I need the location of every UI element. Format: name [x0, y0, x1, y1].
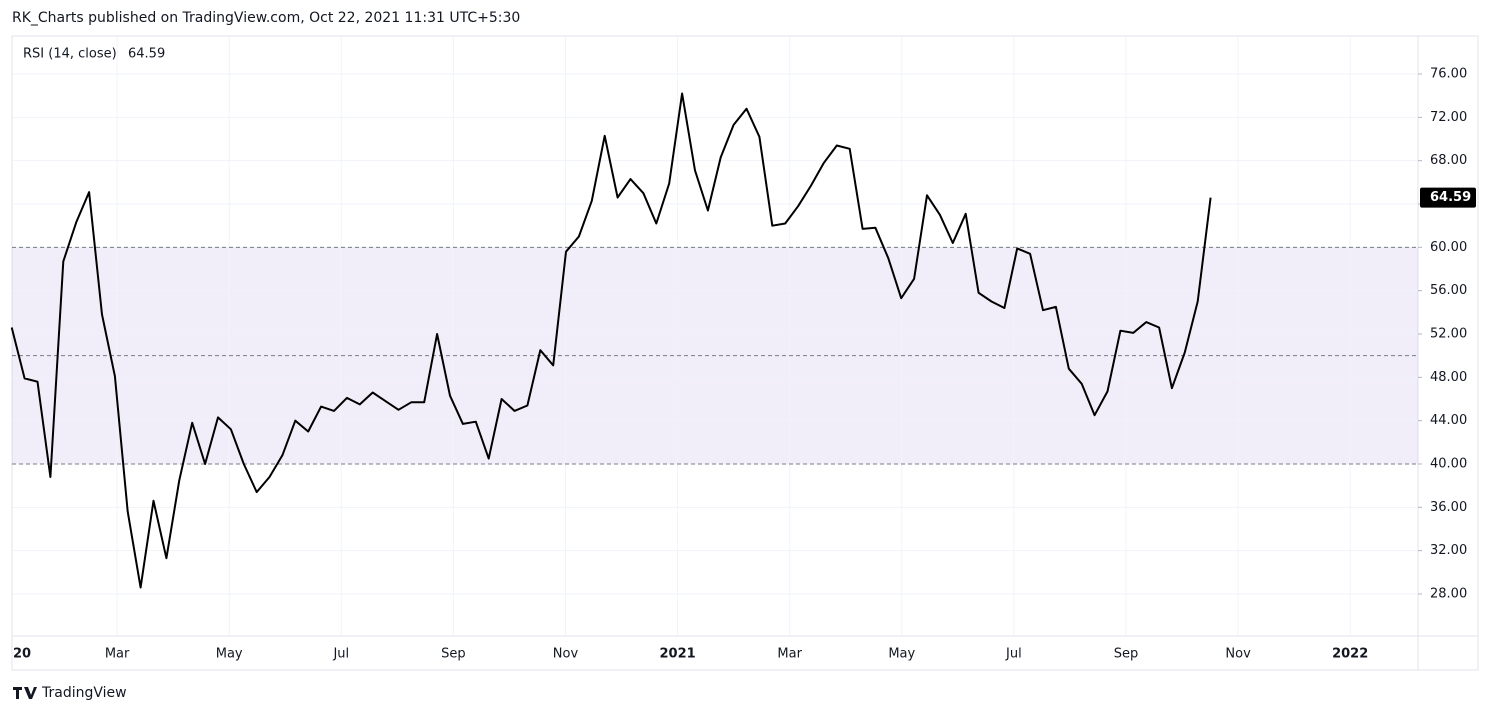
y-tick-label: 68.00: [1430, 153, 1467, 168]
y-tick-label: 56.00: [1430, 283, 1467, 298]
legend-name: RSI (14, close): [23, 47, 117, 62]
x-tick-label: Sep: [441, 647, 466, 662]
legend-value: 64.59: [128, 47, 165, 62]
y-tick-label: 60.00: [1430, 240, 1467, 255]
x-tick-label: Sep: [1114, 647, 1139, 662]
y-tick-label: 28.00: [1430, 586, 1467, 601]
header: RK_Charts published on TradingView.com, …: [12, 10, 520, 26]
x-tick-label: 20: [13, 647, 31, 662]
x-tick-label: Jul: [332, 647, 349, 662]
footer-brand: TradingView: [41, 685, 127, 701]
x-tick-label: Mar: [105, 647, 130, 662]
x-tick-label: May: [216, 647, 243, 662]
x-tick-label: 2021: [659, 647, 695, 662]
last-value-box: [1420, 187, 1476, 208]
y-tick-label: 52.00: [1430, 326, 1467, 341]
x-tick-label: Nov: [1225, 647, 1251, 662]
tv-logo: [13, 687, 37, 699]
last-value-label: 64.59: [1430, 190, 1471, 205]
rsi-line: [10, 92, 1212, 589]
frame: [11, 35, 1479, 671]
x-tick-label: Nov: [553, 647, 579, 662]
x-tick-label: Jul: [1005, 647, 1022, 662]
y-tick-label: 76.00: [1430, 67, 1467, 82]
y-tick-label: 36.00: [1430, 500, 1467, 515]
y-tick-label: 48.00: [1430, 370, 1467, 385]
x-tick-label: May: [888, 647, 915, 662]
y-tick-label: 32.00: [1430, 543, 1467, 558]
y-tick-label: 44.00: [1430, 413, 1467, 428]
x-tick-label: Mar: [777, 647, 802, 662]
x-tick-label: 2022: [1332, 647, 1368, 662]
y-tick-label: 72.00: [1430, 110, 1467, 125]
y-tick-label: 40.00: [1430, 456, 1467, 471]
